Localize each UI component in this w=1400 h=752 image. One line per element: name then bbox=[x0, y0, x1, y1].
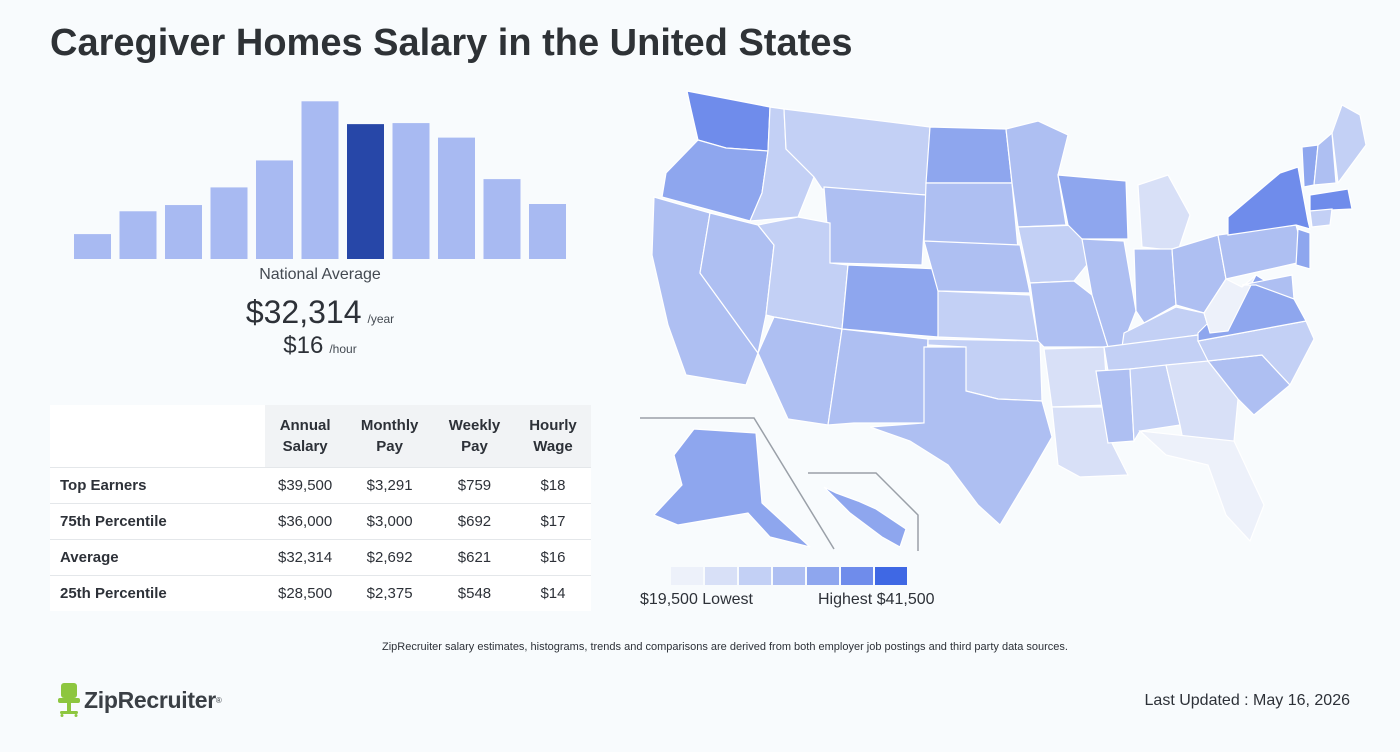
histogram-bar bbox=[165, 205, 202, 259]
legend-swatch bbox=[875, 567, 907, 585]
table-row: Top Earners $39,500 $3,291 $759 $18 bbox=[50, 466, 591, 503]
state-co bbox=[841, 264, 941, 338]
state-sd bbox=[923, 182, 1019, 250]
chair-icon bbox=[58, 683, 80, 717]
state-nm bbox=[827, 328, 929, 426]
legend-low-label: $19,500 Lowest bbox=[640, 591, 753, 608]
cell-monthly: $2,692 bbox=[345, 538, 434, 575]
cell-monthly: $3,291 bbox=[345, 466, 434, 503]
logo-registered-mark: ® bbox=[215, 695, 222, 705]
cell-weekly: $548 bbox=[433, 574, 515, 611]
hourly-unit: /hour bbox=[329, 342, 357, 356]
state-nj bbox=[1295, 228, 1311, 270]
legend-swatch bbox=[841, 567, 873, 585]
histogram-bar bbox=[438, 137, 475, 259]
cell-hourly: $18 bbox=[514, 466, 591, 503]
salary-table: Annual Salary Monthly Pay Weekly Pay Hourly… bbox=[50, 405, 591, 611]
histogram-bar bbox=[529, 204, 566, 259]
state-me bbox=[1331, 104, 1367, 185]
table-corner-cell bbox=[50, 405, 265, 467]
state-fl bbox=[1138, 430, 1265, 543]
histogram-bar bbox=[301, 101, 339, 259]
histogram-bar bbox=[119, 211, 157, 259]
table-header-row: Annual Salary Monthly Pay Weekly Pay Hourly… bbox=[50, 405, 591, 467]
cell-hourly: $16 bbox=[514, 538, 591, 575]
table-row: 25th Percentile $28,500 $2,375 $548 $14 bbox=[50, 574, 591, 611]
legend-swatch bbox=[739, 567, 771, 585]
header-weekly-pay: Weekly Pay bbox=[433, 405, 515, 467]
table-row: 75th Percentile $36,000 $3,000 $692 $17 bbox=[50, 502, 591, 539]
national-average-label: National Average bbox=[259, 266, 381, 283]
national-average-hourly: $16/hour bbox=[50, 332, 590, 360]
legend-swatch bbox=[807, 567, 839, 585]
row-label: Average bbox=[50, 538, 265, 575]
cell-annual: $28,500 bbox=[265, 574, 346, 611]
histogram-bar bbox=[256, 160, 293, 259]
ziprecruiter-logo[interactable]: ZipRecruiter ® bbox=[58, 682, 222, 718]
histogram-bar bbox=[483, 179, 521, 259]
state-wi bbox=[1057, 174, 1129, 240]
salary-histogram bbox=[74, 101, 566, 260]
state-nd bbox=[925, 126, 1013, 184]
histogram-bar bbox=[392, 123, 430, 260]
table-row: Average $32,314 $2,692 $621 $16 bbox=[50, 538, 591, 575]
cell-hourly: $14 bbox=[514, 574, 591, 611]
annual-unit: /year bbox=[367, 312, 395, 326]
cell-annual: $36,000 bbox=[265, 502, 346, 539]
state-al bbox=[1129, 364, 1181, 443]
cell-weekly: $621 bbox=[433, 538, 515, 575]
legend-swatch bbox=[773, 567, 805, 585]
cell-monthly: $2,375 bbox=[345, 574, 434, 611]
cell-hourly: $17 bbox=[514, 502, 591, 539]
hourly-value: $16 bbox=[283, 332, 324, 359]
header-annual-salary: Annual Salary bbox=[265, 405, 346, 467]
state-ma bbox=[1309, 188, 1353, 212]
row-label: 75th Percentile bbox=[50, 502, 265, 539]
data-source-footnote: ZipRecruiter salary estimates, histogram… bbox=[382, 641, 1068, 653]
cell-weekly: $692 bbox=[433, 502, 515, 539]
state-mi bbox=[1137, 174, 1191, 252]
alaska-inset-border bbox=[640, 417, 835, 550]
cell-monthly: $3,000 bbox=[345, 502, 434, 539]
header-monthly-pay: Monthly Pay bbox=[345, 405, 434, 467]
state-in bbox=[1133, 248, 1177, 324]
legend-swatch bbox=[705, 567, 737, 585]
hawaii-inset-border bbox=[808, 472, 919, 551]
cell-annual: $32,314 bbox=[265, 538, 346, 575]
cell-annual: $39,500 bbox=[265, 466, 346, 503]
row-label: 25th Percentile bbox=[50, 574, 265, 611]
state-ne bbox=[923, 240, 1031, 294]
header-hourly-wage: Hourly Wage bbox=[514, 405, 591, 467]
national-average-annual: $32,314/year bbox=[50, 294, 590, 331]
histogram-bar bbox=[74, 234, 111, 259]
state-tx bbox=[869, 346, 1053, 526]
logo-wordmark: ZipRecruiter bbox=[84, 686, 216, 713]
state-mn bbox=[1005, 120, 1069, 228]
state-ks bbox=[937, 290, 1039, 342]
state-az bbox=[757, 316, 843, 426]
page-title: Caregiver Homes Salary in the United Sta… bbox=[50, 22, 853, 64]
state-wy bbox=[823, 186, 927, 266]
state-ak bbox=[652, 428, 811, 548]
histogram-bar-highlight bbox=[347, 124, 384, 259]
state-ct bbox=[1309, 208, 1333, 228]
state-ny bbox=[1227, 166, 1311, 236]
us-salary-map bbox=[640, 90, 1367, 551]
legend-high-label: Highest $41,500 bbox=[818, 591, 935, 608]
row-label: Top Earners bbox=[50, 466, 265, 503]
annual-value: $32,314 bbox=[245, 294, 362, 330]
state-nh bbox=[1313, 131, 1337, 186]
histogram-bar bbox=[210, 187, 248, 259]
state-hi bbox=[823, 486, 907, 548]
last-updated: Last Updated : May 16, 2026 bbox=[1144, 692, 1350, 709]
state-md bbox=[1241, 274, 1295, 300]
cell-weekly: $759 bbox=[433, 466, 515, 503]
map-legend bbox=[671, 567, 907, 585]
legend-swatch bbox=[671, 567, 703, 585]
